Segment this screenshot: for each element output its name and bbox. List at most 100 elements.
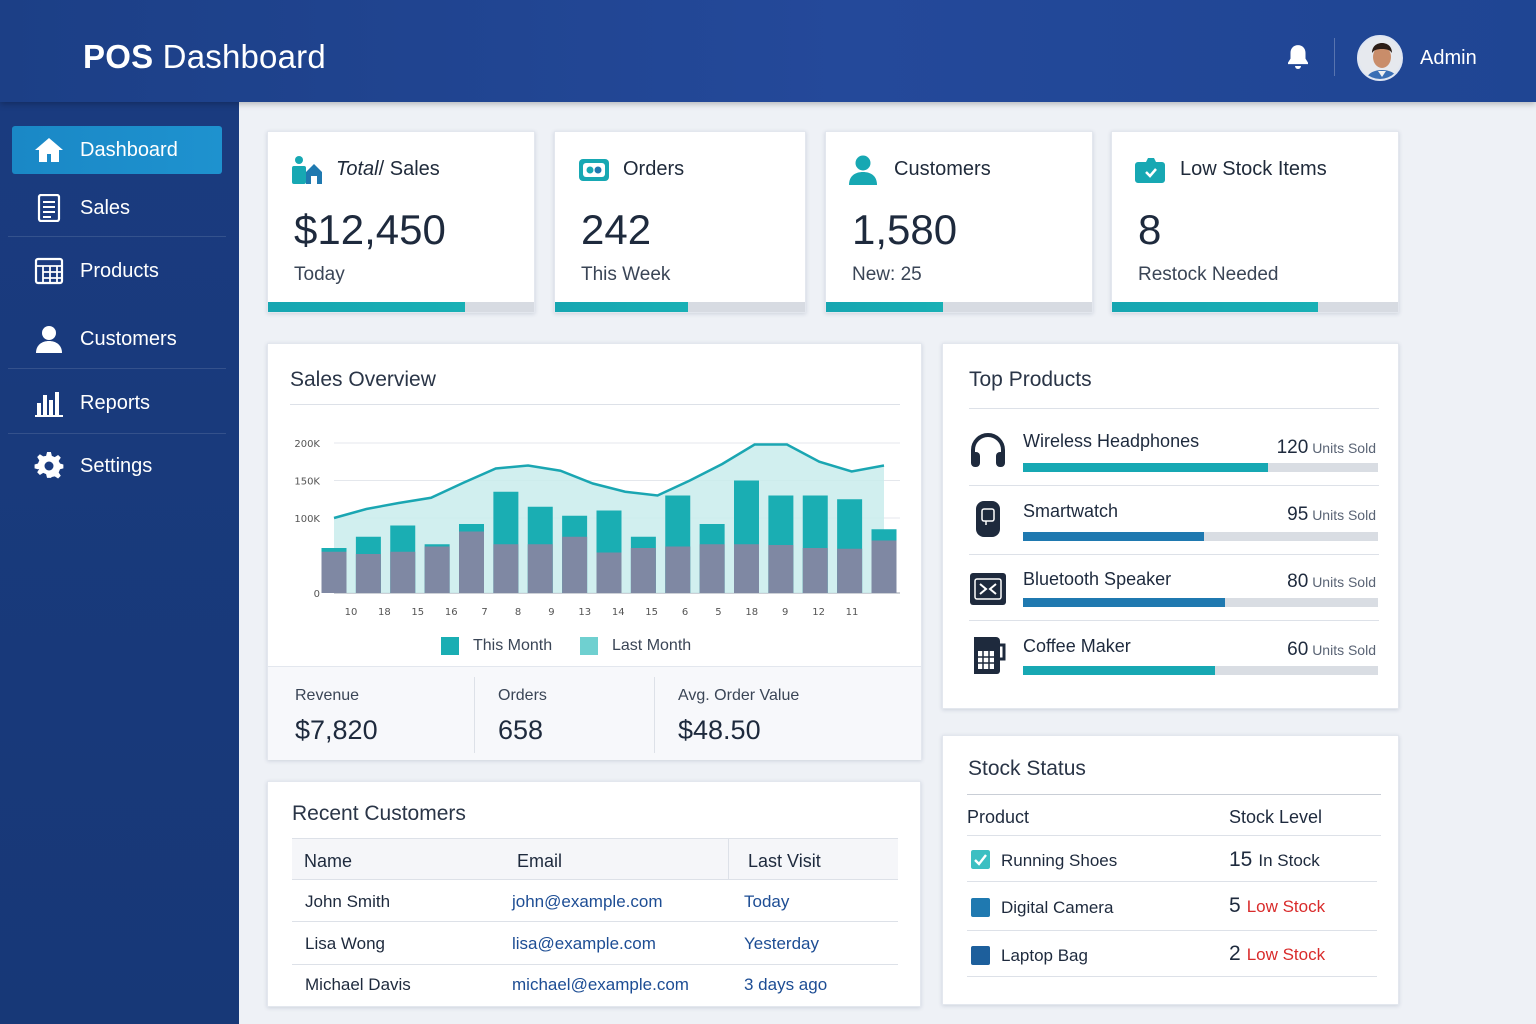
sidebar-item-customers[interactable]: Customers: [12, 315, 222, 363]
stat-card-customers[interactable]: Customers 1,580 New: 25: [825, 131, 1093, 313]
bar-last-month: [802, 548, 828, 593]
summary-value: $7,820: [295, 715, 378, 745]
trend-line: [333, 443, 885, 520]
x-tick-label: 8: [515, 607, 521, 618]
stock-product-name: Running Shoes: [1001, 851, 1118, 870]
table-header: Name Email Last Visit: [292, 838, 898, 880]
product-name[interactable]: Bluetooth Speaker: [1023, 569, 1172, 589]
sidebar-item-products[interactable]: Products: [12, 247, 222, 295]
product-share-bar: [1023, 463, 1378, 472]
column-header-email[interactable]: Email: [517, 851, 563, 871]
summary-label: Orders: [498, 687, 547, 704]
divider: [969, 408, 1379, 409]
y-tick-label: 150K: [294, 477, 320, 488]
sidebar-item-label: Reports: [80, 391, 151, 414]
x-tick-label: 9: [548, 607, 554, 618]
x-tick-label: 11: [846, 607, 859, 618]
column-header-stock-level[interactable]: Stock Level: [1229, 807, 1323, 827]
units-sold: 80 Units Sold: [1287, 571, 1376, 592]
nav-divider: [8, 236, 226, 237]
section-title: Top Products: [969, 368, 1092, 391]
sidebar-item-dashboard[interactable]: Dashboard: [12, 126, 222, 174]
stat-card-low-stock[interactable]: Low Stock Items 8 Restock Needed: [1111, 131, 1399, 313]
customer-email[interactable]: lisa@example.com: [512, 934, 656, 953]
units-sold: 60 Units Sold: [1287, 639, 1376, 660]
product-share-fill: [1023, 532, 1205, 541]
bar-last-month: [871, 540, 897, 593]
top-header: POS Dashboard Admin: [0, 0, 1536, 102]
product-share-bar: [1023, 532, 1378, 541]
x-tick-label: 9: [782, 607, 788, 618]
section-title: Recent Customers: [292, 802, 466, 825]
home-icon: [35, 138, 63, 162]
summary-label: Revenue: [295, 687, 360, 704]
units-sold: 95 Units Sold: [1287, 504, 1376, 525]
user-name[interactable]: Admin: [1420, 47, 1477, 69]
x-tick-label: 18: [745, 607, 758, 618]
product-name[interactable]: Coffee Maker: [1023, 636, 1131, 656]
bar-last-month: [321, 551, 347, 593]
legend-this-month[interactable]: This Month: [441, 637, 552, 655]
x-tick-label: 16: [445, 607, 458, 618]
x-tick-label: 13: [578, 607, 591, 618]
legend-label: Last Month: [612, 637, 692, 654]
divider: [654, 677, 655, 753]
stat-progress-fill: [555, 302, 688, 312]
divider: [474, 677, 475, 753]
customer-email[interactable]: michael@example.com: [512, 975, 689, 994]
sales-overview-card: Sales Overview 0 100K 150K 200K 10 18 15 16 7 8 9 1…: [267, 343, 922, 760]
product-name[interactable]: Wireless Headphones: [1023, 431, 1200, 451]
product-share-bar: [1023, 598, 1378, 607]
stat-progress-bar: [555, 302, 805, 312]
stat-progress-fill: [1112, 302, 1318, 312]
box-icon: [1135, 158, 1165, 183]
x-tick-label: 10: [345, 607, 358, 618]
document-icon: [37, 194, 61, 222]
stat-progress-fill: [826, 302, 944, 312]
y-tick-label: 100K: [294, 514, 320, 525]
stat-progress-fill: [268, 302, 465, 312]
customer-last-visit: Yesterday: [744, 934, 819, 953]
stat-card-orders[interactable]: Orders 242 This Week: [554, 131, 806, 313]
square-icon: [971, 898, 990, 917]
legend-last-month[interactable]: Last Month: [580, 637, 691, 655]
customer-email[interactable]: john@example.com: [512, 892, 663, 911]
nav-divider: [8, 368, 226, 369]
customer-name: John Smith: [305, 892, 391, 911]
customer-name: Michael Davis: [305, 975, 411, 994]
stat-card-total-sales[interactable]: Total/ Sales $12,450 Today: [267, 131, 535, 313]
sidebar-item-sales[interactable]: Sales: [12, 184, 222, 232]
notification-bell-icon[interactable]: [1283, 42, 1313, 72]
bar-chart-icon: [35, 392, 63, 417]
divider: [967, 794, 1381, 795]
x-tick-label: 18: [378, 607, 391, 618]
stat-subtext: This Week: [581, 264, 671, 285]
stock-product-name: Digital Camera: [1001, 898, 1114, 917]
square-icon: [971, 946, 990, 965]
x-tick-label: 15: [645, 607, 658, 618]
stock-level: 2 Low Stock: [1229, 942, 1326, 965]
product-share-fill: [1023, 463, 1268, 472]
sidebar-item-settings[interactable]: Settings: [12, 442, 222, 490]
sidebar-item-reports[interactable]: Reports: [12, 379, 222, 427]
avatar[interactable]: [1357, 35, 1403, 81]
headphones-icon: [971, 433, 1005, 467]
divider: [728, 839, 729, 879]
stock-status-card: Stock Status Product Stock Level Running…: [942, 735, 1399, 1005]
divider: [967, 976, 1377, 977]
summary-label: Avg. Order Value: [678, 687, 800, 704]
product-name[interactable]: Smartwatch: [1023, 501, 1119, 521]
divider: [290, 404, 900, 405]
bar-last-month: [562, 536, 588, 593]
product-share-fill: [1023, 598, 1226, 607]
stock-product-name: Laptop Bag: [1001, 946, 1088, 965]
sales-chart: 0 100K 150K 200K 10 18 15 16 7 8 9 13 14 15 6 5 18 9 12 11: [294, 439, 900, 618]
column-header-last-visit[interactable]: Last Visit: [748, 851, 821, 871]
divider: [969, 620, 1379, 621]
column-header-product[interactable]: Product: [967, 807, 1030, 827]
user-icon: [849, 155, 877, 185]
column-header-name[interactable]: Name: [304, 851, 353, 871]
stock-level: 5 Low Stock: [1229, 894, 1326, 917]
checkbox-checked-icon[interactable]: [971, 850, 990, 869]
x-tick-label: 7: [481, 607, 487, 618]
